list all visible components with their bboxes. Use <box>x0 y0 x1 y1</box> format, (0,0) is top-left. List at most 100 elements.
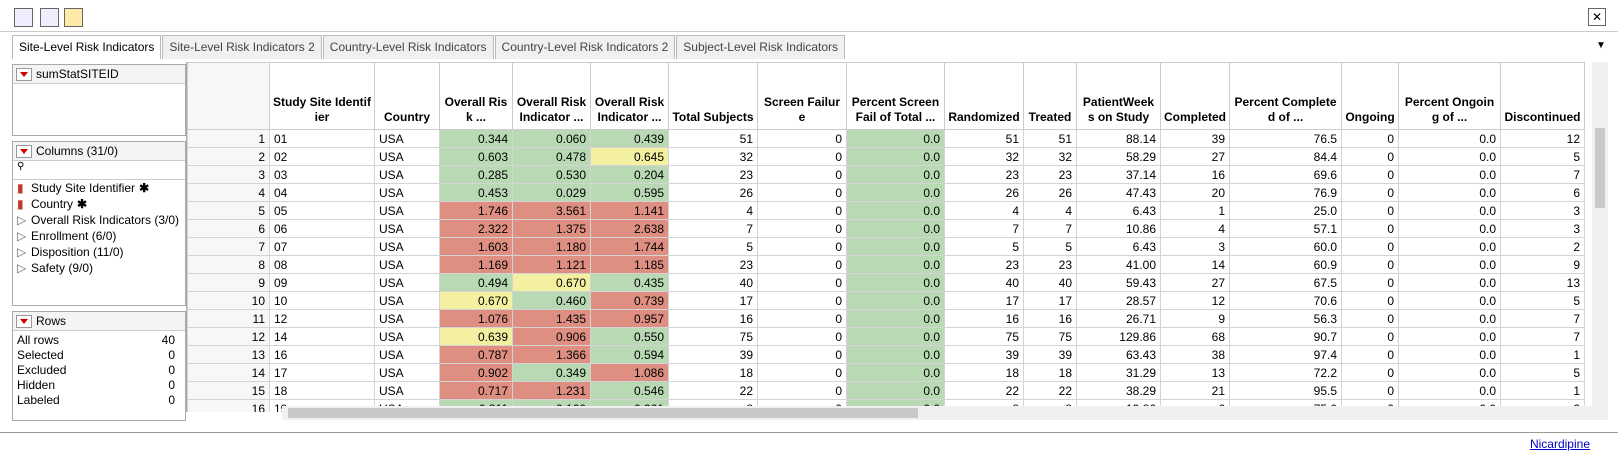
row-number: 13 <box>187 345 270 364</box>
cell: 3 <box>1500 201 1585 220</box>
column-header[interactable]: Study Site Identifier <box>269 62 375 130</box>
cell: USA <box>374 309 440 328</box>
search-box[interactable]: ⚲ <box>13 161 185 180</box>
data-row[interactable]: 3 03 USA 0.285 0.530 0.204 23 0 0.0 23 23 37.14 16 69… <box>187 165 1585 184</box>
tab[interactable]: Subject-Level Risk Indicators <box>676 35 845 59</box>
cell: 0 <box>757 345 847 364</box>
column-item[interactable]: ▷ Disposition (11/0) <box>13 244 185 260</box>
cell: 0.787 <box>439 345 513 364</box>
column-header[interactable]: Discontinued <box>1500 62 1585 130</box>
vertical-scrollbar[interactable] <box>1592 62 1608 420</box>
cell: 3.561 <box>512 201 591 220</box>
data-table: Study Site Identifier Country Overall Risk… <box>187 62 1585 412</box>
cell: 06 <box>269 219 375 238</box>
data-row[interactable]: 15 18 USA 0.717 1.231 0.546 22 0 0.0 22 22 38.29 21 9… <box>187 381 1585 400</box>
column-item[interactable]: ▷ Safety (9/0) <box>13 260 185 276</box>
row-number: 9 <box>187 273 270 292</box>
data-row[interactable]: 10 10 USA 0.670 0.460 0.739 17 0 0.0 17 17 28.57 12 7… <box>187 291 1585 310</box>
column-header[interactable]: Country <box>374 62 440 130</box>
data-row[interactable]: 14 17 USA 0.902 0.349 1.086 18 0 0.0 18 18 31.29 13 7… <box>187 363 1585 382</box>
status-link[interactable]: Nicardipine <box>1529 437 1590 451</box>
toolbar-button[interactable] <box>14 8 33 27</box>
cell: 0 <box>1341 183 1399 202</box>
column-header[interactable]: Percent Completed of ... <box>1229 62 1342 130</box>
cell: 0.0 <box>1398 219 1501 238</box>
column-item[interactable]: ▷ Overall Risk Indicators (3/0) <box>13 212 185 228</box>
cell: 10.86 <box>1076 219 1161 238</box>
row-state-label: Hidden <box>17 378 56 392</box>
data-row[interactable]: 9 09 USA 0.494 0.670 0.435 40 0 0.0 40 40 59.43 27 67… <box>187 273 1585 292</box>
tab[interactable]: Country-Level Risk Indicators <box>322 35 494 59</box>
data-row[interactable]: 13 16 USA 0.787 1.366 0.594 39 0 0.0 39 39 63.43 38 9… <box>187 345 1585 364</box>
column-header[interactable]: Screen Failure <box>757 62 847 130</box>
data-row[interactable]: 1 01 USA 0.344 0.060 0.439 51 0 0.0 51 51 88.14 39 76… <box>187 129 1585 148</box>
column-header[interactable]: Completed <box>1160 62 1230 130</box>
cell: 7 <box>668 219 758 238</box>
cell: 31.29 <box>1076 363 1161 382</box>
cell: 17 <box>944 291 1024 310</box>
row-state: Selected 0 <box>13 348 185 363</box>
row-number: 7 <box>187 237 270 256</box>
cell: 41.00 <box>1076 255 1161 274</box>
row-state: All rows 40 <box>13 333 185 348</box>
column-header[interactable]: Randomized <box>944 62 1024 130</box>
row-number: 5 <box>187 201 270 220</box>
cell: 56.3 <box>1229 309 1342 328</box>
cell: 16 <box>1023 309 1077 328</box>
column-header[interactable]: Overall Risk ... <box>439 62 513 130</box>
column-header[interactable]: PatientWeeks on Study <box>1076 62 1161 130</box>
cell: 0.460 <box>512 291 591 310</box>
data-row[interactable]: 6 06 USA 2.322 1.375 2.638 7 0 0.0 7 7 10.86 4 57.1 0 0… <box>187 219 1585 238</box>
cell: 0.670 <box>512 273 591 292</box>
column-name: Enrollment (6/0) <box>31 229 117 243</box>
toolbar-button[interactable] <box>64 8 83 27</box>
data-row[interactable]: 11 12 USA 1.076 1.435 0.957 16 0 0.0 16 16 26.71 9 56… <box>187 309 1585 328</box>
column-header[interactable]: Percent Ongoing of ... <box>1398 62 1501 130</box>
column-item[interactable]: ▷ Enrollment (6/0) <box>13 228 185 244</box>
data-row[interactable]: 2 02 USA 0.603 0.478 0.645 32 0 0.0 32 32 58.29 27 84… <box>187 147 1585 166</box>
tab-menu[interactable]: ▼ <box>1596 40 1606 51</box>
cell: 47.43 <box>1076 183 1161 202</box>
data-row[interactable]: 5 05 USA 1.746 3.561 1.141 4 0 0.0 4 4 6.43 1 25.0 0 0.… <box>187 201 1585 220</box>
tab[interactable]: Country-Level Risk Indicators 2 <box>494 35 676 59</box>
data-row[interactable]: 4 04 USA 0.453 0.029 0.595 26 0 0.0 26 26 47.43 20 76… <box>187 183 1585 202</box>
cell: 1.435 <box>512 309 591 328</box>
cell: 69.6 <box>1229 165 1342 184</box>
cell: 0.0 <box>1398 309 1501 328</box>
table-script[interactable]: sumStatSITEID <box>36 67 119 81</box>
column-item[interactable]: ▮ Country ✱ <box>13 196 185 212</box>
cell: 0.0 <box>1398 255 1501 274</box>
cell: 32 <box>1023 147 1077 166</box>
cell: 7 <box>1023 219 1077 238</box>
cell: 09 <box>269 273 375 292</box>
data-row[interactable]: 7 07 USA 1.603 1.180 1.744 5 0 0.0 5 5 6.43 3 60.0 0 0.… <box>187 237 1585 256</box>
cell: 4 <box>1160 219 1230 238</box>
cell: 0.0 <box>1398 165 1501 184</box>
cell: 0 <box>1341 327 1399 346</box>
column-header[interactable]: Overall Risk Indicator ... <box>512 62 591 130</box>
data-row[interactable]: 12 14 USA 0.639 0.906 0.550 75 0 0.0 75 75 129.86 68… <box>187 327 1585 346</box>
close-button[interactable]: ✕ <box>1588 8 1606 26</box>
panel-header: Columns (31/0) <box>13 142 185 161</box>
column-header[interactable]: Percent Screen Fail of Total ... <box>846 62 945 130</box>
cell: 0.285 <box>439 165 513 184</box>
cell: 23 <box>1023 255 1077 274</box>
cell: USA <box>374 237 440 256</box>
cell: 0.439 <box>590 129 669 148</box>
cell: 37.14 <box>1076 165 1161 184</box>
tab[interactable]: Site-Level Risk Indicators <box>12 35 162 59</box>
toolbar-button[interactable] <box>40 8 59 27</box>
cell: 25.0 <box>1229 201 1342 220</box>
column-item[interactable]: ▮ Study Site Identifier ✱ <box>13 180 185 196</box>
cell: 12 <box>269 309 375 328</box>
column-header[interactable]: Ongoing <box>1341 62 1399 130</box>
column-header[interactable]: Total Subjects <box>668 62 758 130</box>
column-header[interactable]: Treated <box>1023 62 1077 130</box>
column-header[interactable]: Overall Risk Indicator ... <box>590 62 669 130</box>
data-row[interactable]: 8 08 USA 1.169 1.121 1.185 23 0 0.0 23 23 41.00 14 60… <box>187 255 1585 274</box>
cell: 0 <box>757 291 847 310</box>
cell: 32 <box>944 147 1024 166</box>
horizontal-scrollbar[interactable] <box>282 406 1592 420</box>
columns-header: Columns (31/0) <box>36 144 119 158</box>
tab[interactable]: Site-Level Risk Indicators 2 <box>162 35 322 59</box>
